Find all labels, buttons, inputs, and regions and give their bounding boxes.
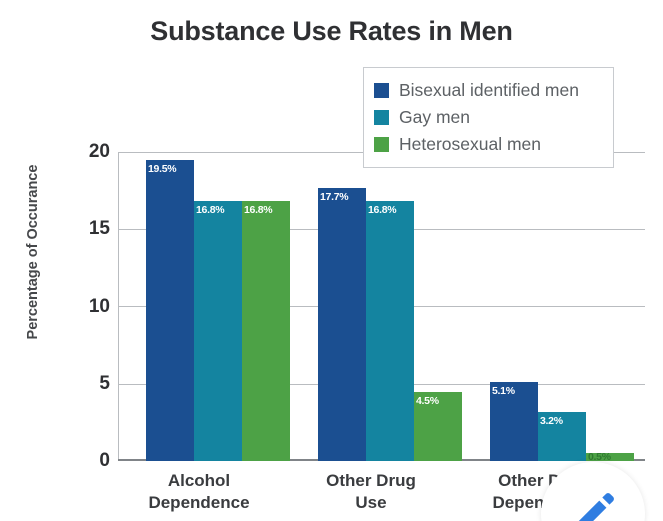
legend-swatch-icon <box>374 110 389 125</box>
bar-value-label: 0.5% <box>588 451 611 464</box>
x-category-line-2: Dependence <box>148 493 250 512</box>
y-tick-0: 0 <box>99 450 110 471</box>
bar-group-other-drug-use: 17.7% 16.8% 4.5% <box>318 152 464 461</box>
bar-value-label: 16.8% <box>244 204 273 217</box>
x-category-line-2: Use <box>355 493 387 512</box>
bar-group-alcohol-dependence: 19.5% 16.8% 16.8% <box>146 152 292 461</box>
legend-item-gay-men[interactable]: Gay men <box>374 104 602 131</box>
bar-value-label: 4.5% <box>416 394 439 407</box>
bar-value-label: 16.8% <box>368 204 397 217</box>
y-tick-20: 20 <box>88 141 110 162</box>
y-axis-tick-labels: 20 15 10 5 0 <box>68 141 110 471</box>
pencil-icon <box>578 493 614 521</box>
bar-value-label: 19.5% <box>148 162 177 175</box>
x-category-label-other-drug-use: Other Drug Use <box>288 470 454 514</box>
legend-swatch-icon <box>374 83 389 98</box>
legend-label: Heterosexual men <box>399 134 542 154</box>
bar-value-label: 3.2% <box>540 414 563 427</box>
plot-area: 19.5% 16.8% 16.8% 17.7% 16.8% 4.5% 5 <box>118 152 645 464</box>
y-tick-10: 10 <box>88 295 110 317</box>
bar-bisexual-alcohol-dependence[interactable]: 19.5% <box>146 159 194 461</box>
bar-value-label: 16.8% <box>196 204 225 217</box>
y-tick-15: 15 <box>88 218 110 240</box>
legend-label: Bisexual identified men <box>399 80 579 100</box>
legend-item-heterosexual-men[interactable]: Heterosexual men <box>374 131 602 158</box>
bar-heterosexual-other-drug-dependence[interactable]: 0.5% <box>586 451 634 464</box>
y-axis-title: Percentage of Occurance <box>25 164 41 340</box>
bar-gay-alcohol-dependence[interactable]: 16.8% <box>194 201 242 461</box>
x-category-line-1: Alcohol <box>167 471 231 490</box>
x-category-line-1: Other Drug <box>326 471 416 490</box>
bar-bisexual-other-drug-dependence[interactable]: 5.1% <box>490 382 538 461</box>
legend-item-bisexual-identified-men[interactable]: Bisexual identified men <box>374 77 602 104</box>
x-category-label-alcohol-dependence: Alcohol Dependence <box>116 470 282 514</box>
y-tick-5: 5 <box>99 372 110 394</box>
bar-value-label: 5.1% <box>492 385 515 398</box>
bar-value-label: 17.7% <box>320 190 349 203</box>
bar-gay-other-drug-use[interactable]: 16.8% <box>366 201 414 461</box>
bar-group-other-drug-dependence: 5.1% 3.2% 0.5% <box>490 152 636 464</box>
bar-gay-other-drug-dependence[interactable]: 3.2% <box>538 411 586 461</box>
legend: Bisexual identified men Gay men Heterose… <box>363 67 614 168</box>
page-title: Substance Use Rates in Men <box>150 16 513 46</box>
legend-swatch-icon <box>374 137 389 152</box>
legend-label: Gay men <box>399 107 470 127</box>
bar-heterosexual-other-drug-use[interactable]: 4.5% <box>414 391 462 461</box>
y-axis-line <box>118 152 119 461</box>
bar-heterosexual-alcohol-dependence[interactable]: 16.8% <box>242 201 290 461</box>
bar-bisexual-other-drug-use[interactable]: 17.7% <box>318 187 366 461</box>
